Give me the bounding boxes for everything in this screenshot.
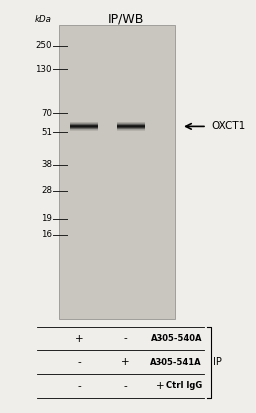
Text: A305-541A: A305-541A [150,358,202,367]
Text: +: + [75,334,83,344]
Bar [59,25,175,318]
Text: 51: 51 [41,128,52,137]
Text: 250: 250 [36,41,52,50]
Text: 70: 70 [41,109,52,118]
Text: -: - [77,381,81,391]
Text: 28: 28 [41,186,52,195]
Text: +: + [156,381,165,391]
Text: 19: 19 [41,214,52,223]
Text: IP: IP [213,357,222,367]
Text: IP/WB: IP/WB [108,13,144,26]
Text: A305-540A: A305-540A [151,334,202,343]
Text: -: - [124,381,128,391]
Text: -: - [124,334,128,344]
Text: +: + [121,357,130,367]
Text: -: - [158,357,162,367]
Text: -: - [77,357,81,367]
Text: 16: 16 [41,230,52,240]
Text: kDa: kDa [35,15,52,24]
Text: OXCT1: OXCT1 [212,121,246,131]
Text: -: - [158,334,162,344]
Text: 130: 130 [36,65,52,74]
Text: 38: 38 [41,160,52,169]
Text: Ctrl IgG: Ctrl IgG [166,381,202,390]
